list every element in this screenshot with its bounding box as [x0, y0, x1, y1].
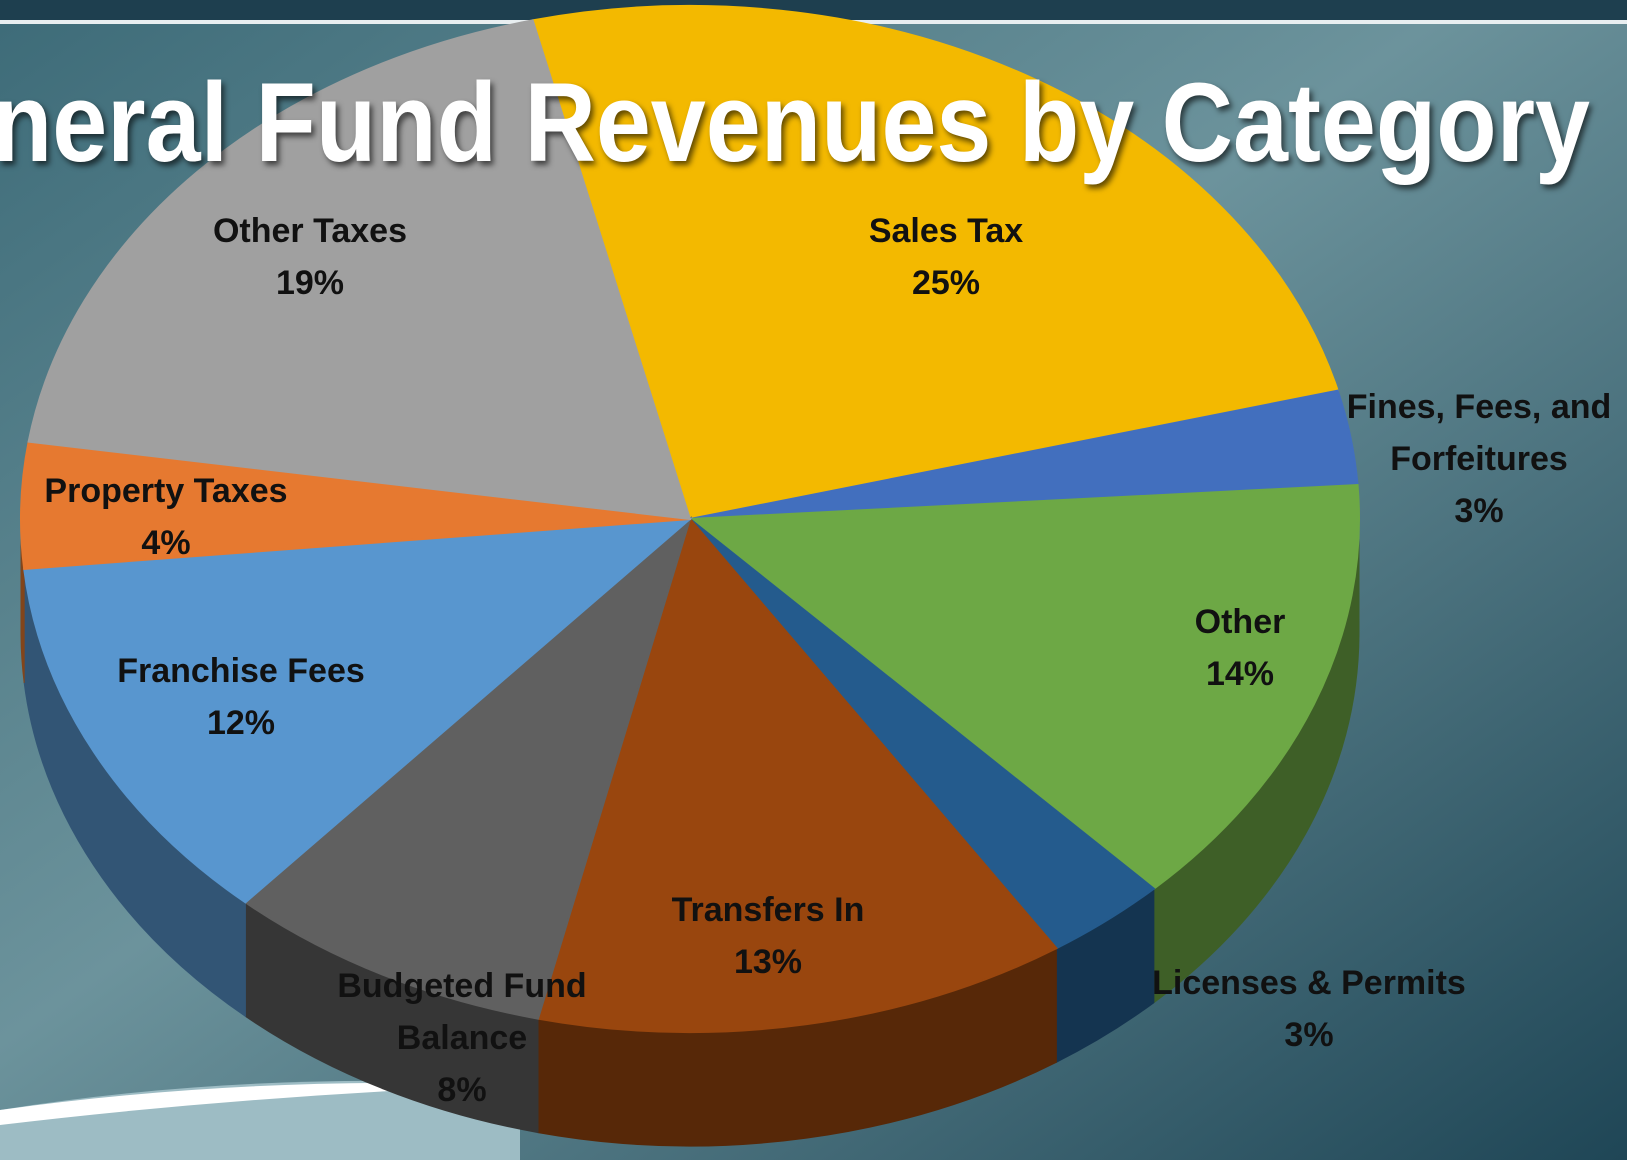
slice-label: Fines, Fees, and Forfeitures 3%	[1334, 381, 1624, 537]
value-label: 4%	[141, 524, 191, 562]
category-label: Licenses & Permits	[1152, 964, 1466, 1002]
value-label: 25%	[911, 264, 981, 302]
pie	[20, 5, 1360, 1147]
slice	[536, 516, 1058, 1033]
slice-label: Sales Tax 25%	[796, 205, 1096, 309]
chart-title: General Fund Revenues by Category	[0, 60, 1590, 185]
category-label: Budgeted Fund Balance	[337, 967, 587, 1057]
value-label: 12%	[206, 704, 276, 742]
slice-label: Franchise Fees 12%	[91, 645, 391, 749]
slice	[23, 517, 693, 904]
slice	[687, 483, 1360, 890]
slice	[27, 19, 692, 521]
slice-label: Budgeted Fund Balance 8%	[322, 960, 602, 1116]
slice-label: Property Taxes 4%	[16, 465, 316, 569]
slice-label: Other Taxes 19%	[160, 205, 460, 309]
category-label: Other Taxes	[212, 212, 407, 250]
slice-label: Transfers In 13%	[638, 884, 898, 988]
slice-label: Other 14%	[1140, 596, 1340, 700]
slice	[531, 5, 1340, 521]
category-label: Transfers In	[671, 891, 865, 929]
value-label: 19%	[275, 264, 345, 302]
slice-label: Licenses & Permits 3%	[1129, 957, 1489, 1061]
category-label: Franchise Fees	[117, 652, 365, 690]
value-label: 3%	[1454, 492, 1504, 530]
category-label: Property Taxes	[44, 472, 288, 510]
top-bar	[0, 0, 1627, 22]
category-label: Sales Tax	[868, 212, 1024, 250]
value-label: 13%	[733, 943, 803, 981]
value-label: 8%	[437, 1071, 487, 1109]
category-label: Fines, Fees, and Forfeitures	[1346, 388, 1612, 478]
slice	[243, 515, 692, 1020]
value-label: 14%	[1205, 655, 1275, 693]
value-label: 3%	[1284, 1016, 1334, 1054]
category-label: Other	[1194, 603, 1286, 641]
